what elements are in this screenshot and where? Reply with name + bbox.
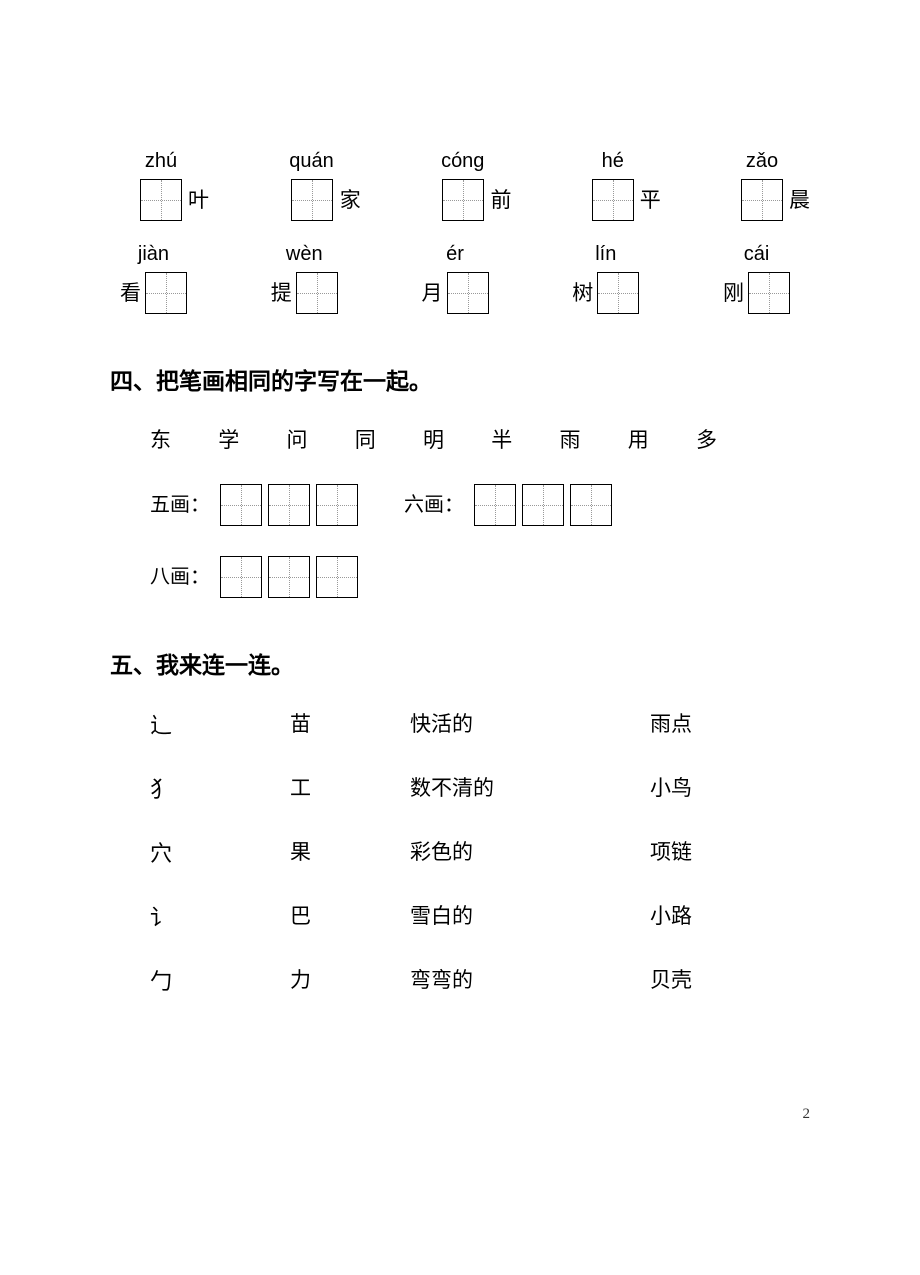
tian-box[interactable]: [140, 179, 182, 221]
match-col-1: 辶: [150, 708, 290, 740]
following-char: 前: [490, 179, 511, 221]
pinyin-pair: ér 月: [422, 243, 489, 314]
list-char: 东: [150, 428, 171, 452]
tian-box[interactable]: [447, 272, 489, 314]
tian-box[interactable]: [268, 484, 310, 526]
preceding-char: 刚: [723, 272, 744, 314]
pinyin-label: ér: [446, 243, 464, 266]
match-col-3: 弯弯的: [410, 964, 650, 996]
pinyin-label: cóng: [441, 150, 484, 173]
match-col-1: 穴: [150, 836, 290, 868]
pinyin-label: lín: [595, 243, 616, 266]
match-col-1: 讠: [150, 900, 290, 932]
pinyin-label: quán: [289, 150, 334, 173]
list-char: 雨: [560, 428, 581, 452]
tian-box[interactable]: [316, 484, 358, 526]
tian-box[interactable]: [570, 484, 612, 526]
match-col-3: 数不清的: [410, 772, 650, 804]
match-col-2: 力: [290, 964, 410, 996]
match-col-4: 小鸟: [650, 772, 730, 804]
tian-box[interactable]: [268, 556, 310, 598]
match-col-2: 果: [290, 836, 410, 868]
match-col-4: 贝壳: [650, 964, 730, 996]
section-4-title: 四、把笔画相同的字写在一起。: [110, 362, 810, 396]
list-char: 半: [491, 428, 512, 452]
match-col-3: 雪白的: [410, 900, 650, 932]
tian-box[interactable]: [296, 272, 338, 314]
preceding-char: 月: [422, 272, 443, 314]
preceding-char: 看: [120, 272, 141, 314]
pinyin-row-1: zhú 叶 quán 家 cóng 前 hé 平: [140, 150, 810, 221]
match-col-3: 彩色的: [410, 836, 650, 868]
page-number: 2: [110, 1106, 810, 1123]
pinyin-label: zǎo: [746, 150, 778, 173]
five-stroke-label: 五画：: [150, 484, 210, 526]
list-char: 问: [287, 428, 308, 452]
pinyin-label: wèn: [286, 243, 323, 266]
tian-box[interactable]: [291, 179, 333, 221]
tian-box[interactable]: [522, 484, 564, 526]
tian-box[interactable]: [592, 179, 634, 221]
match-col-2: 巴: [290, 900, 410, 932]
list-char: 多: [696, 428, 717, 452]
match-row: 辶 苗 快活的 雨点: [150, 708, 810, 740]
pinyin-pair: lín 树: [572, 243, 639, 314]
tian-box[interactable]: [442, 179, 484, 221]
pinyin-pair: quán 家: [289, 150, 361, 221]
list-char: 同: [355, 428, 376, 452]
pinyin-label: jiàn: [138, 243, 169, 266]
tian-box[interactable]: [316, 556, 358, 598]
following-char: 平: [640, 179, 661, 221]
pinyin-pair: cóng 前: [441, 150, 511, 221]
list-char: 用: [628, 428, 649, 452]
stroke-row-8: 八画：: [150, 556, 810, 598]
pinyin-pair: zhú 叶: [140, 150, 209, 221]
preceding-char: 提: [271, 272, 292, 314]
tian-box[interactable]: [748, 272, 790, 314]
pinyin-pair: cái 刚: [723, 243, 790, 314]
match-col-2: 苗: [290, 708, 410, 740]
tian-box[interactable]: [145, 272, 187, 314]
following-char: 晨: [789, 179, 810, 221]
pinyin-label: zhú: [145, 150, 177, 173]
section-5-title: 五、我来连一连。: [110, 646, 810, 680]
char-list: 东 学 问 同 明 半 雨 用 多: [150, 424, 810, 454]
match-col-4: 项链: [650, 836, 730, 868]
pinyin-label: cái: [744, 243, 770, 266]
list-char: 明: [423, 428, 444, 452]
page: zhú 叶 quán 家 cóng 前 hé 平: [0, 0, 920, 1163]
pinyin-pair: hé 平: [592, 150, 661, 221]
match-row: 犭 工 数不清的 小鸟: [150, 772, 810, 804]
pinyin-pair: jiàn 看: [120, 243, 187, 314]
match-col-1: 勹: [150, 964, 290, 996]
match-row: 穴 果 彩色的 项链: [150, 836, 810, 868]
tian-box[interactable]: [597, 272, 639, 314]
tian-box[interactable]: [474, 484, 516, 526]
list-char: 学: [218, 428, 239, 452]
eight-stroke-label: 八画：: [150, 556, 210, 598]
preceding-char: 树: [572, 272, 593, 314]
pinyin-pair: wèn 提: [271, 243, 338, 314]
match-col-4: 雨点: [650, 708, 730, 740]
match-col-1: 犭: [150, 772, 290, 804]
match-col-4: 小路: [650, 900, 730, 932]
match-col-3: 快活的: [410, 708, 650, 740]
following-char: 家: [340, 179, 361, 221]
pinyin-label: hé: [602, 150, 624, 173]
tian-box[interactable]: [741, 179, 783, 221]
tian-box[interactable]: [220, 556, 262, 598]
following-char: 叶: [188, 179, 209, 221]
match-col-2: 工: [290, 772, 410, 804]
match-row: 勹 力 弯弯的 贝壳: [150, 964, 810, 996]
match-row: 讠 巴 雪白的 小路: [150, 900, 810, 932]
stroke-row-5-6: 五画： 六画：: [150, 484, 810, 526]
match-table: 辶 苗 快活的 雨点 犭 工 数不清的 小鸟 穴 果 彩色的 项链 讠 巴 雪白…: [150, 708, 810, 996]
tian-box[interactable]: [220, 484, 262, 526]
six-stroke-label: 六画：: [404, 484, 464, 526]
pinyin-row-2: jiàn 看 wèn 提 ér 月 lín 树: [120, 243, 790, 314]
pinyin-pair: zǎo 晨: [741, 150, 810, 221]
